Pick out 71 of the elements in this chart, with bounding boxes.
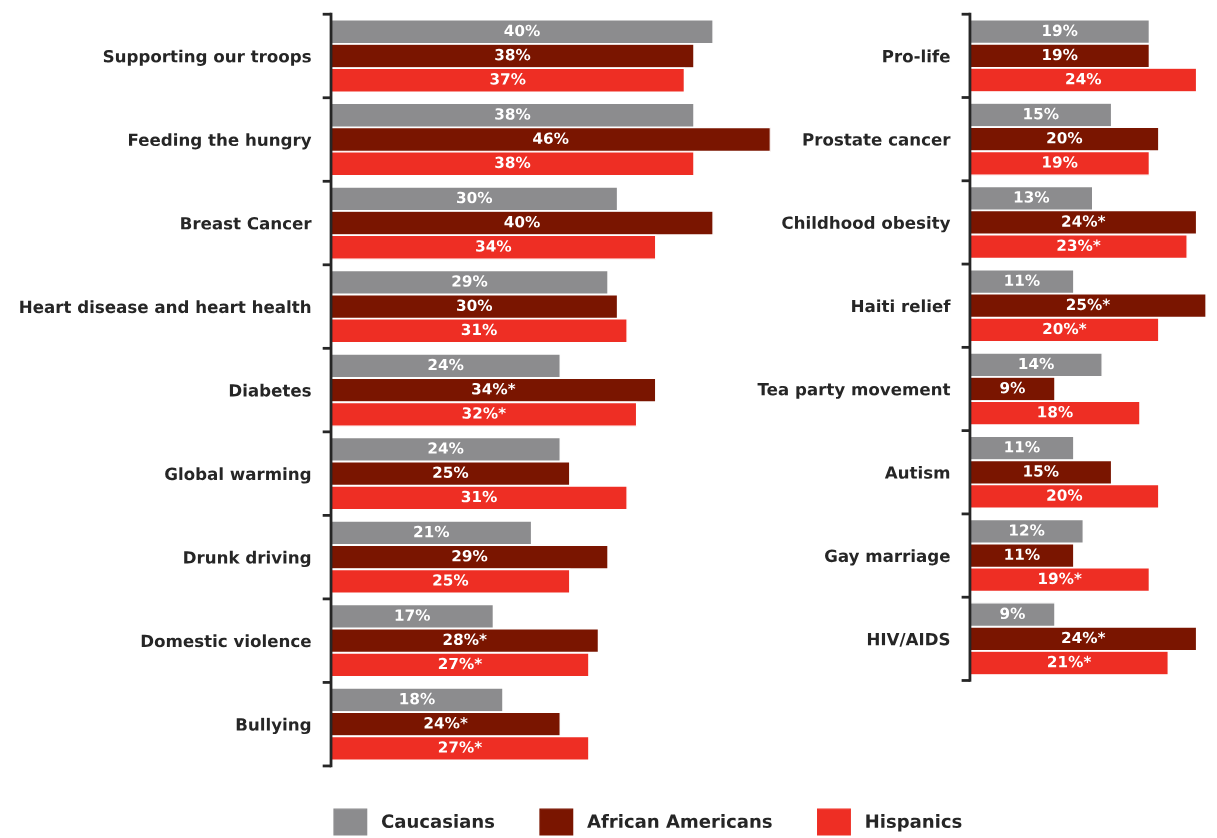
data-label: 18% (1038, 406, 1073, 418)
data-label: 24% (428, 442, 464, 454)
legend-label: African Americans (587, 814, 772, 829)
data-label: 11% (1005, 274, 1040, 286)
data-label: 40% (504, 24, 540, 37)
data-label: 12% (1010, 524, 1045, 536)
data-label: 29% (452, 550, 488, 562)
data-label: 38% (495, 48, 531, 61)
data-label: 30% (457, 191, 493, 204)
data-label: 18% (400, 692, 435, 705)
data-label: 9% (1000, 381, 1025, 394)
data-label: 9% (1000, 607, 1025, 620)
data-label: 32%* (462, 407, 506, 419)
data-label: 23%* (1057, 239, 1101, 252)
legend-label: Caucasians (381, 814, 495, 829)
data-label: 29% (452, 275, 488, 287)
y-tick-label: Feeding the hungry (129, 133, 312, 150)
data-label: 17% (395, 609, 430, 621)
data-label: 24% (1066, 72, 1102, 85)
data-label: 31% (461, 490, 497, 503)
y-tick-label: Haiti relief (852, 299, 951, 313)
data-label: 25% (433, 574, 469, 586)
data-label: 24%* (1062, 215, 1106, 227)
data-label: 37% (490, 73, 526, 85)
y-tick-label: Global warming (165, 467, 311, 484)
y-tick-label: Gay marriage (825, 549, 950, 566)
y-tick-label: Drunk driving (184, 550, 311, 568)
data-label: 40% (504, 215, 540, 228)
data-label: 27%* (438, 657, 482, 670)
data-label: 38% (495, 108, 531, 120)
y-tick-label: Domestic violence (141, 634, 311, 648)
data-label: 15% (1024, 465, 1059, 477)
data-label: 20% (1047, 489, 1083, 501)
data-label: 11% (1005, 441, 1040, 453)
legend-label: Hispanics (866, 814, 962, 832)
data-label: 34% (476, 240, 512, 252)
data-label: 11% (1005, 548, 1040, 560)
data-label: 19% (1043, 24, 1078, 37)
data-label: 38% (495, 156, 531, 169)
y-tick-label: HIV/AIDS (867, 632, 950, 647)
y-tick-label: Diabetes (229, 383, 311, 397)
data-label: 25% (433, 466, 469, 479)
data-label: 15% (1024, 107, 1059, 120)
y-tick-label: Bullying (236, 717, 311, 735)
data-label: 34%* (472, 382, 516, 395)
data-label: 19%* (1039, 572, 1082, 585)
data-label: 21%* (1048, 655, 1092, 668)
y-tick-label: Breast Cancer (181, 217, 312, 230)
y-tick-label: Pro-life (883, 49, 950, 63)
y-tick-label: Autism (884, 465, 950, 479)
data-label: 24%* (424, 717, 468, 729)
data-label: 24% (428, 358, 464, 371)
data-label: 24%* (1062, 631, 1106, 644)
y-tick-label: Supporting our troops (103, 49, 311, 66)
data-label: 20%* (1043, 322, 1087, 335)
data-label: 13% (1014, 191, 1050, 203)
data-label: 31% (461, 323, 497, 336)
data-label: 28%* (443, 633, 487, 646)
y-tick-label: Prostate cancer (803, 133, 951, 146)
data-label: 30% (457, 299, 493, 311)
data-label: 27%* (438, 741, 482, 753)
data-label: 20% (1047, 132, 1083, 144)
y-tick-label: Tea party movement (757, 383, 951, 399)
data-label: 19% (1043, 48, 1078, 61)
data-label: 25%* (1066, 298, 1110, 311)
data-label: 21% (414, 525, 450, 538)
data-label: 14% (1019, 357, 1054, 370)
data-label: 46% (533, 132, 569, 144)
y-tick-label: Heart disease and heart health (20, 300, 311, 314)
y-tick-label: Childhood obesity (782, 216, 951, 233)
data-label: 19% (1043, 156, 1078, 168)
